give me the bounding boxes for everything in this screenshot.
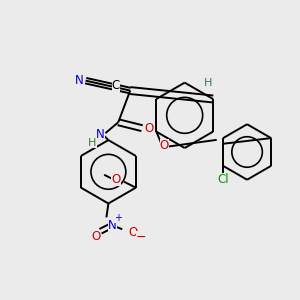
Text: C: C (112, 79, 120, 92)
Text: N: N (75, 74, 84, 87)
Text: H: H (88, 138, 97, 148)
Text: O: O (160, 139, 169, 152)
Text: −: − (136, 231, 146, 244)
Text: N: N (96, 128, 105, 141)
Text: O: O (111, 173, 121, 186)
Text: O: O (91, 230, 100, 243)
Text: O: O (144, 122, 154, 135)
Text: O: O (128, 226, 138, 239)
Text: Cl: Cl (217, 173, 229, 186)
Text: +: + (114, 213, 122, 224)
Text: H: H (204, 78, 212, 88)
Text: N: N (108, 219, 117, 232)
